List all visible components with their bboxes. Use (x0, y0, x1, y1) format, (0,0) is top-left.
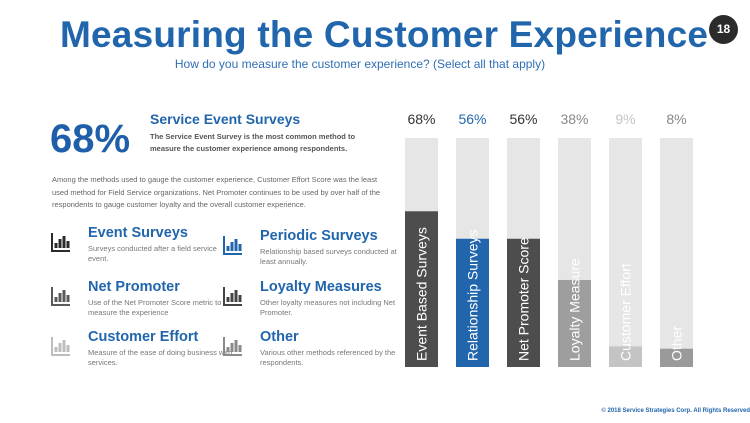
bar (507, 238, 540, 367)
bar-group: 9% Customer Effort (609, 111, 642, 367)
bar-group: 38% Loyalty Measure (558, 111, 591, 367)
bar (456, 238, 489, 367)
bar-value-label: 68% (407, 111, 435, 127)
method-desc: Use of the Net Promoter Score metric to … (88, 298, 222, 317)
bar-value-label: 8% (666, 111, 686, 127)
bar (660, 348, 693, 367)
method-desc: Surveys conducted after a field service … (88, 244, 217, 263)
bar-group: 8% Other (660, 111, 693, 367)
highlight-percent: 68% (50, 117, 131, 161)
method-desc: Other loyalty measures not including Net… (260, 298, 396, 317)
method-desc: Measure of the ease of doing business wi… (88, 348, 233, 367)
method-desc: Various other methods referenced by the … (260, 348, 396, 367)
bar-group: 56% Net Promoter Score (507, 111, 540, 367)
bar (609, 346, 642, 367)
bar-chart-icon (223, 337, 242, 356)
bar-value-label: 38% (560, 111, 588, 127)
summary-paragraph: Among the methods used to gauge the cust… (52, 175, 381, 209)
bar-chart-icon (51, 287, 70, 306)
page-subtitle: How do you measure the customer experien… (174, 57, 546, 71)
method-desc: Relationship based surveys conducted at … (260, 247, 397, 266)
bar-category-label: Customer Effort (618, 263, 634, 361)
bar-chart-icon (223, 287, 242, 306)
method-title: Customer Effort (88, 329, 199, 345)
bar-category-label: Event Based Surveys (414, 227, 430, 361)
bar (405, 211, 438, 367)
highlight-title: Service Event Surveys (150, 111, 301, 127)
bar-background (660, 138, 693, 367)
method-title: Net Promoter (88, 279, 180, 295)
bar-value-label: 9% (615, 111, 635, 127)
bar-chart-icon (51, 233, 70, 252)
method-title: Loyalty Measures (260, 279, 382, 295)
bar (558, 279, 591, 367)
bar-group: 56% Relationship Surveys (456, 111, 489, 367)
bar-category-label: Relationship Surveys (465, 229, 481, 361)
bar-value-label: 56% (458, 111, 486, 127)
bar-value-label: 56% (509, 111, 537, 127)
bar-category-label: Net Promoter Score (516, 237, 532, 361)
bar-category-label: Loyalty Measure (567, 258, 583, 361)
highlight-text: The Service Event Survey is the most com… (150, 132, 356, 153)
bar-group: 68% Event Based Surveys (405, 111, 438, 367)
copyright: © 2018 Service Strategies Corp. All Righ… (601, 408, 750, 414)
method-title: Periodic Surveys (260, 228, 378, 244)
page-number-badge: 18 (709, 15, 738, 44)
bar-chart-icon (223, 236, 242, 255)
page-title: Measuring the Customer Experience (60, 14, 709, 55)
method-title: Other (260, 329, 299, 345)
method-title: Event Surveys (88, 225, 188, 241)
bar-category-label: Other (669, 326, 685, 361)
bar-chart: 68% Event Based Surveys 56% Relationship Su… (405, 111, 693, 367)
bar-background (609, 138, 642, 367)
bar-chart-icon (51, 337, 70, 356)
